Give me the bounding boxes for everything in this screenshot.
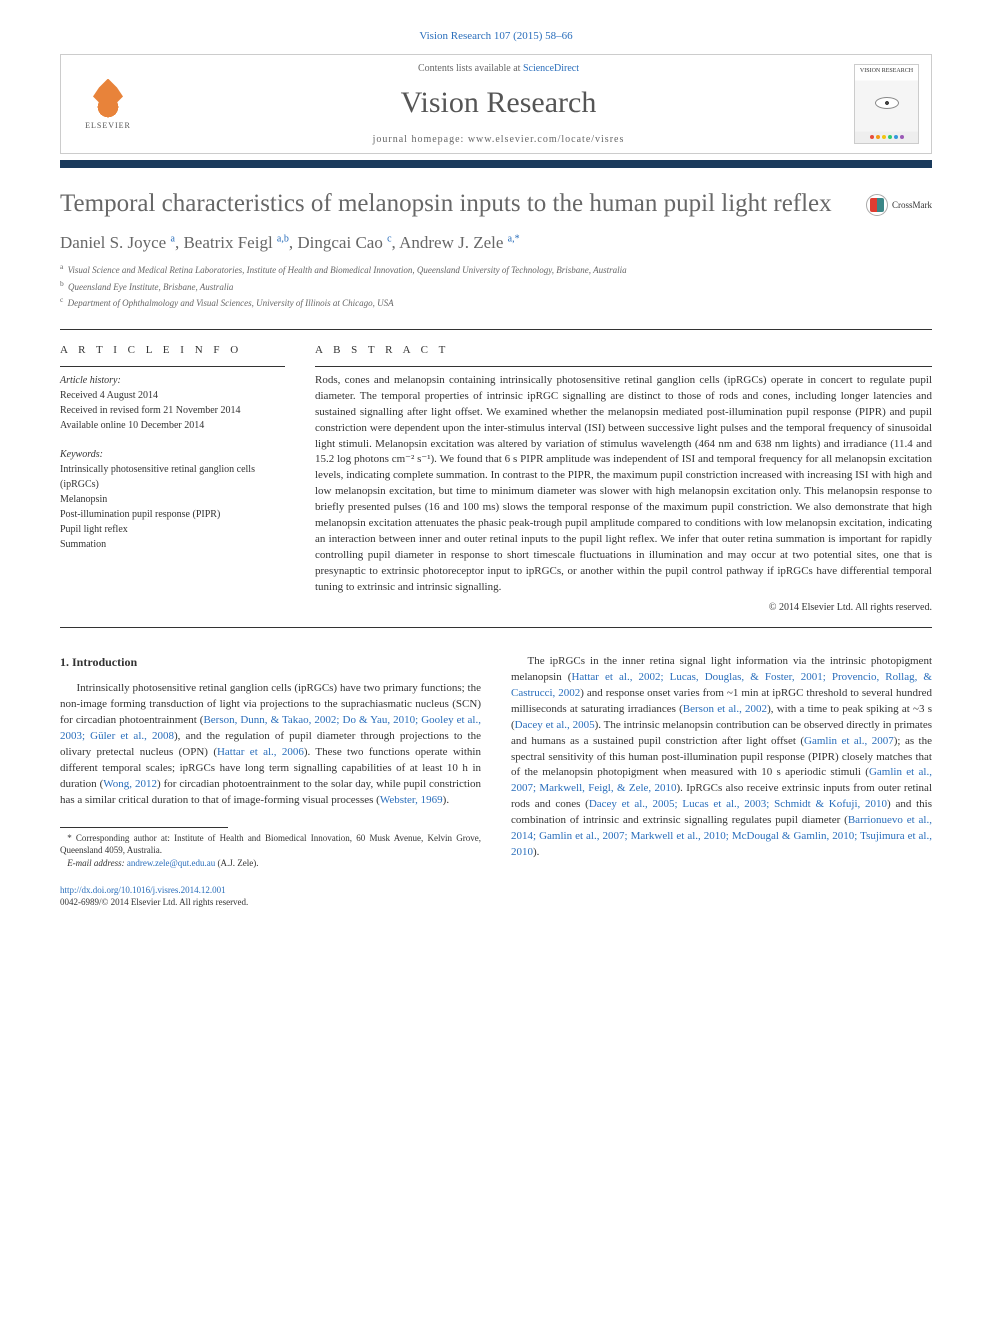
sciencedirect-link[interactable]: ScienceDirect bbox=[523, 63, 579, 74]
affiliations: a Visual Science and Medical Retina Labo… bbox=[60, 261, 932, 311]
doi-link[interactable]: http://dx.doi.org/10.1016/j.visres.2014.… bbox=[60, 885, 226, 895]
citation-link[interactable]: Wong, 2012 bbox=[103, 778, 157, 790]
body-column-2: The ipRGCs in the inner retina signal li… bbox=[511, 654, 932, 909]
journal-header: ELSEVIER Contents lists available at Sci… bbox=[60, 54, 932, 154]
email-link[interactable]: andrew.zele@qut.edu.au bbox=[127, 858, 215, 868]
history-online: Available online 10 December 2014 bbox=[60, 418, 285, 433]
header-color-bar bbox=[60, 160, 932, 168]
citation-link[interactable]: Hattar et al., 2006 bbox=[217, 746, 304, 758]
intro-para-1: Intrinsically photosensitive retinal gan… bbox=[60, 681, 481, 809]
body-column-1: 1. Introduction Intrinsically photosensi… bbox=[60, 654, 481, 909]
cover-eye-icon bbox=[875, 97, 899, 109]
history-label: Article history: bbox=[60, 373, 285, 388]
homepage-prefix: journal homepage: bbox=[373, 134, 468, 145]
journal-name: Vision Research bbox=[143, 86, 854, 120]
keywords-block: Keywords: Intrinsically photosensitive r… bbox=[60, 447, 285, 552]
crossmark-label: CrossMark bbox=[892, 200, 932, 210]
elsevier-label: ELSEVIER bbox=[85, 121, 131, 130]
abstract-copyright: © 2014 Elsevier Ltd. All rights reserved… bbox=[315, 602, 932, 613]
citation-link[interactable]: Berson et al., 2002 bbox=[683, 703, 767, 715]
history-received: Received 4 August 2014 bbox=[60, 388, 285, 403]
contents-available-line: Contents lists available at ScienceDirec… bbox=[143, 63, 854, 74]
doi-block: http://dx.doi.org/10.1016/j.visres.2014.… bbox=[60, 884, 481, 909]
intro-para-2: The ipRGCs in the inner retina signal li… bbox=[511, 654, 932, 861]
affiliation: a Visual Science and Medical Retina Labo… bbox=[60, 261, 932, 278]
article-title: Temporal characteristics of melanopsin i… bbox=[60, 188, 854, 219]
cover-dots bbox=[870, 135, 904, 139]
citation-link[interactable]: Webster, 1969 bbox=[380, 794, 443, 806]
body-divider bbox=[60, 627, 932, 628]
corresponding-author-footnote: * Corresponding author at: Institute of … bbox=[60, 832, 481, 857]
email-footnote: E-mail address: andrew.zele@qut.edu.au (… bbox=[60, 857, 481, 870]
abstract-label: A B S T R A C T bbox=[315, 344, 932, 356]
keyword-item: Intrinsically photosensitive retinal gan… bbox=[60, 462, 285, 492]
introduction-heading: 1. Introduction bbox=[60, 654, 481, 671]
keyword-item: Summation bbox=[60, 537, 285, 552]
crossmark-badge[interactable]: CrossMark bbox=[866, 194, 932, 216]
elsevier-tree-icon bbox=[88, 79, 128, 119]
journal-homepage-line: journal homepage: www.elsevier.com/locat… bbox=[143, 134, 854, 145]
citation-link[interactable]: Dacey et al., 2005 bbox=[515, 719, 595, 731]
elsevier-logo: ELSEVIER bbox=[73, 69, 143, 139]
keyword-item: Pupil light reflex bbox=[60, 522, 285, 537]
section-divider bbox=[60, 329, 932, 330]
author-list: Daniel S. Joyce a, Beatrix Feigl a,b, Di… bbox=[60, 233, 932, 253]
journal-reference: Vision Research 107 (2015) 58–66 bbox=[60, 30, 932, 42]
abstract-text: Rods, cones and melanopsin containing in… bbox=[315, 373, 932, 596]
keywords-label: Keywords: bbox=[60, 447, 285, 462]
article-info-label: A R T I C L E I N F O bbox=[60, 344, 285, 356]
article-history: Article history: Received 4 August 2014 … bbox=[60, 373, 285, 433]
citation-link[interactable]: Gamlin et al., 2007 bbox=[804, 735, 894, 747]
homepage-url: www.elsevier.com/locate/visres bbox=[468, 134, 625, 145]
affiliation: b Queensland Eye Institute, Brisbane, Au… bbox=[60, 278, 932, 295]
keyword-item: Post-illumination pupil response (PIPR) bbox=[60, 507, 285, 522]
journal-cover-thumbnail: VISION RESEARCH bbox=[854, 64, 919, 144]
history-revised: Received in revised form 21 November 201… bbox=[60, 403, 285, 418]
issn-copyright: 0042-6989/© 2014 Elsevier Ltd. All right… bbox=[60, 897, 248, 907]
contents-prefix: Contents lists available at bbox=[418, 63, 523, 74]
citation-link[interactable]: Dacey et al., 2005; Lucas et al., 2003; … bbox=[589, 798, 887, 810]
footnote-divider bbox=[60, 827, 228, 828]
affiliation: c Department of Ophthalmology and Visual… bbox=[60, 294, 932, 311]
crossmark-icon bbox=[866, 194, 888, 216]
keyword-item: Melanopsin bbox=[60, 492, 285, 507]
cover-title: VISION RESEARCH bbox=[860, 65, 913, 74]
